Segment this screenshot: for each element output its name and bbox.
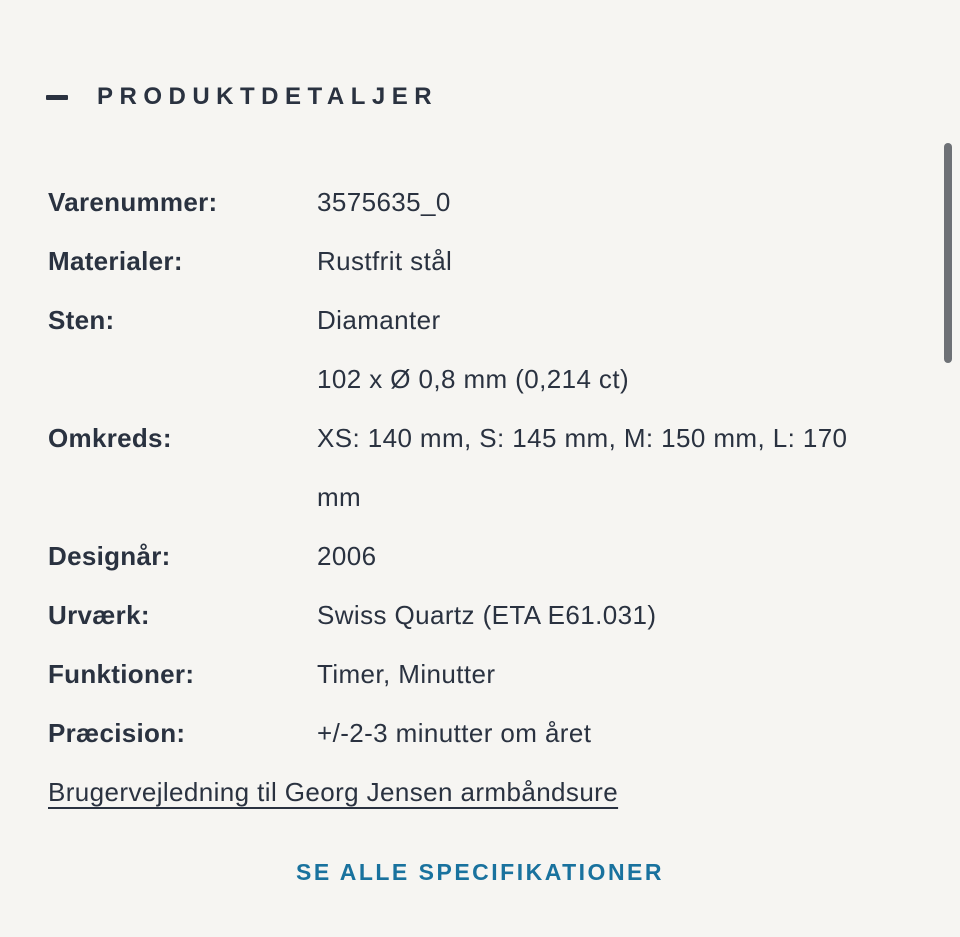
detail-value: Rustfrit stål <box>317 232 910 291</box>
detail-value-line: 3575635_0 <box>317 187 451 217</box>
product-details-section: PRODUKTDETALJER Varenummer: 3575635_0 Ma… <box>0 0 960 886</box>
detail-label: Urværk: <box>48 600 150 630</box>
detail-label: Præcision: <box>48 718 186 748</box>
detail-value-line: Swiss Quartz (ETA E61.031) <box>317 600 657 630</box>
detail-value-line: mm <box>317 482 362 512</box>
detail-value: Timer, Minutter <box>317 645 910 704</box>
detail-value-line: 2006 <box>317 541 377 571</box>
table-row-funktioner: Funktioner: Timer, Minutter <box>48 645 910 704</box>
detail-value: Swiss Quartz (ETA E61.031) <box>317 586 910 645</box>
detail-label: Varenummer: <box>48 187 218 217</box>
table-row-designaar: Designår: 2006 <box>48 527 910 586</box>
user-manual-link[interactable]: Brugervejledning til Georg Jensen armbån… <box>48 777 619 807</box>
see-all-specifications-link[interactable]: SE ALLE SPECIFIKATIONER <box>295 859 665 885</box>
detail-value-line: +/-2-3 minutter om året <box>317 718 592 748</box>
detail-label: Omkreds: <box>48 423 172 453</box>
cta-row: SE ALLE SPECIFIKATIONER <box>0 858 960 886</box>
collapse-minus-icon <box>46 94 68 100</box>
table-row-urvaerk: Urværk: Swiss Quartz (ETA E61.031) <box>48 586 910 645</box>
detail-value: XS: 140 mm, S: 145 mm, M: 150 mm, L: 170… <box>317 409 910 527</box>
detail-value-line: Diamanter <box>317 305 441 335</box>
detail-value-line: Timer, Minutter <box>317 659 496 689</box>
table-row-varenummer: Varenummer: 3575635_0 <box>48 173 910 232</box>
section-title: PRODUKTDETALJER <box>97 83 439 110</box>
details-table: Varenummer: 3575635_0 Materialer: Rustfr… <box>0 173 960 763</box>
detail-value-line: Rustfrit stål <box>317 246 453 276</box>
accordion-header-produktdetaljer[interactable]: PRODUKTDETALJER <box>0 0 960 110</box>
table-row-sten: Sten: Diamanter 102 x Ø 0,8 mm (0,214 ct… <box>48 291 910 409</box>
detail-label: Materialer: <box>48 246 183 276</box>
table-row-praecision: Præcision: +/-2-3 minutter om året <box>48 704 910 763</box>
detail-label: Designår: <box>48 541 171 571</box>
detail-label: Sten: <box>48 305 115 335</box>
detail-value-line: XS: 140 mm, S: 145 mm, M: 150 mm, L: 170 <box>317 423 848 453</box>
scrollbar-thumb[interactable] <box>944 143 952 363</box>
detail-value: 3575635_0 <box>317 173 910 232</box>
detail-label: Funktioner: <box>48 659 195 689</box>
detail-value: Diamanter 102 x Ø 0,8 mm (0,214 ct) <box>317 291 910 409</box>
detail-value: 2006 <box>317 527 910 586</box>
detail-value-line: 102 x Ø 0,8 mm (0,214 ct) <box>317 364 630 394</box>
detail-value: +/-2-3 minutter om året <box>317 704 910 763</box>
table-row-omkreds: Omkreds: XS: 140 mm, S: 145 mm, M: 150 m… <box>48 409 910 527</box>
table-row-materialer: Materialer: Rustfrit stål <box>48 232 910 291</box>
